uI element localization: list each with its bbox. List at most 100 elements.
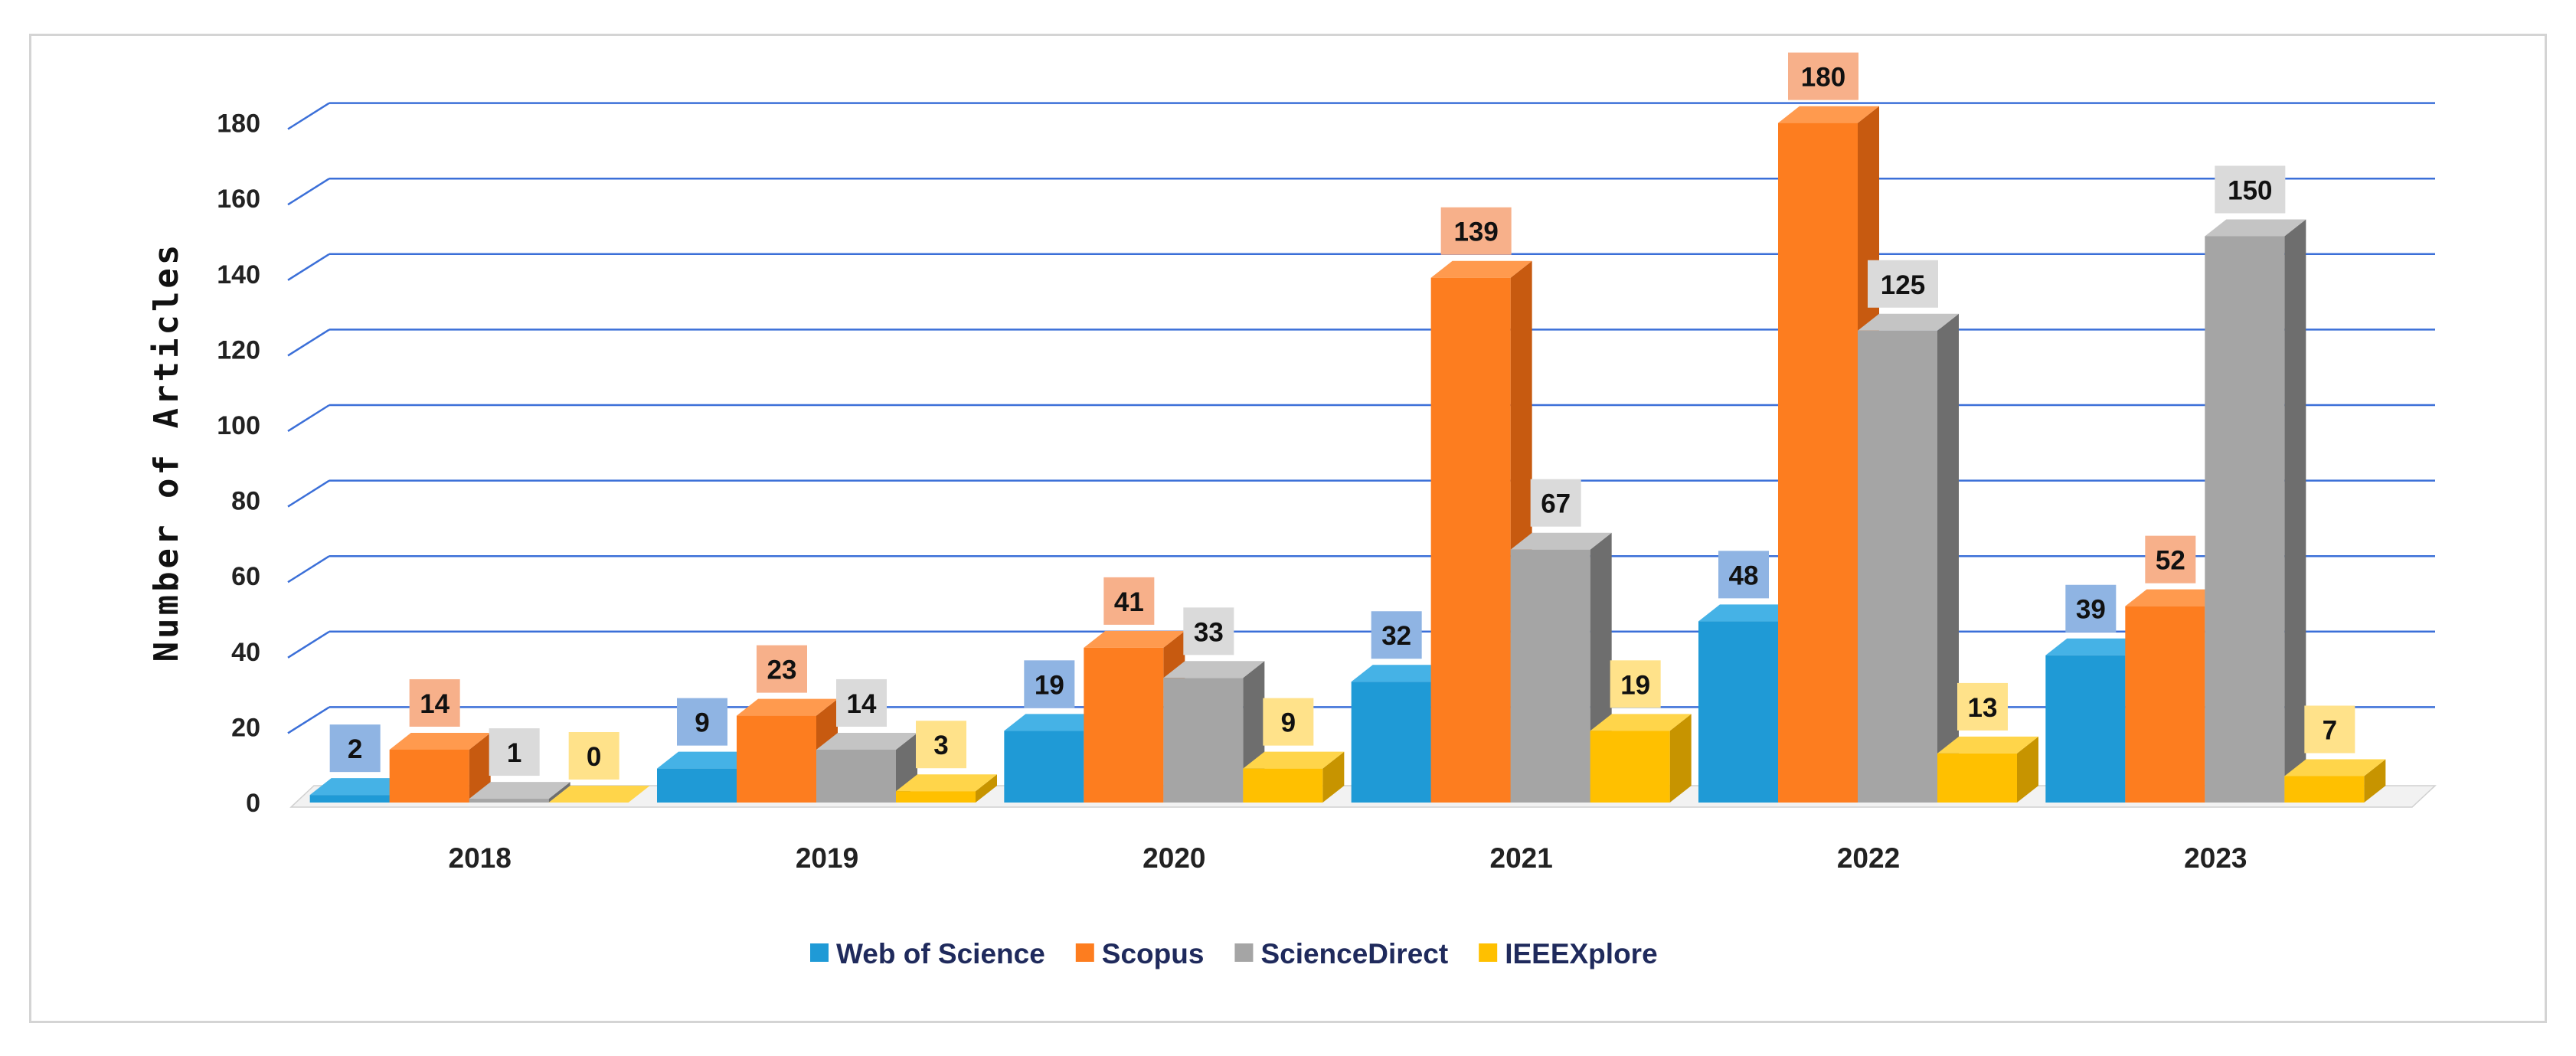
bar-group-2022 [1698, 106, 2038, 803]
bar-group-2019 [657, 698, 997, 803]
legend-item-scopus: Scopus [1075, 938, 1204, 969]
bar-top [309, 778, 411, 796]
legend-item-ieeexplore: IEEEXplore [1479, 938, 1658, 969]
y-tick-label: 40 [231, 638, 260, 667]
data-label-box [1183, 607, 1234, 656]
data-label-box [2304, 705, 2355, 754]
x-tick-label: 2022 [1837, 842, 1900, 874]
bar-scopus-2018 [389, 732, 491, 803]
bar-top [1937, 736, 2038, 754]
y-tick-label: 80 [231, 487, 260, 516]
x-tick-label: 2020 [1143, 842, 1205, 874]
x-tick-label: 2023 [2184, 842, 2247, 874]
data-label-sciencedirect-2019: 14 [836, 678, 887, 727]
legend: Web of Science Scopus ScienceDirect IEEEXpl… [810, 938, 1658, 969]
bar-front [1778, 123, 1858, 803]
data-label-sciencedirect-2020: 33 [1183, 607, 1234, 656]
y-tick-label: 120 [217, 335, 260, 365]
bar-front [389, 749, 469, 803]
bar-front [1937, 753, 2017, 803]
y-axis-label: Number of Articles [147, 242, 186, 662]
bar-web-of-science-2023 [2045, 638, 2147, 803]
legend-swatch [1075, 943, 1094, 962]
legend-label: ScienceDirect [1260, 938, 1448, 969]
data-label-ieeexplore-2023: 7 [2304, 705, 2355, 754]
bars [309, 106, 2386, 803]
data-label-sciencedirect-2022: 125 [1868, 260, 1938, 308]
bar-front [2284, 776, 2365, 803]
bar-ieeexplore-2023 [2284, 759, 2386, 803]
bar-group-2018 [309, 732, 650, 803]
legend-item-web-of-science: Web of Science [810, 938, 1045, 969]
bar-side [1937, 313, 1959, 803]
data-label-web-of-science-2019: 9 [677, 698, 727, 746]
bar-front [1858, 330, 1937, 803]
data-label-ieeexplore-2021: 19 [1610, 660, 1661, 708]
bar-side [2364, 759, 2386, 803]
data-label-box [916, 721, 966, 769]
bar-top [1243, 751, 1345, 769]
x-tick-label: 2019 [796, 842, 858, 874]
data-label-text: 3 [933, 731, 948, 760]
bar-sciencedirect-2020 [1163, 661, 1265, 803]
data-label-text: 14 [847, 689, 877, 719]
data-label-scopus-2023: 52 [2145, 535, 2196, 584]
gridline-slant [287, 479, 330, 508]
y-tick-label: 100 [217, 411, 260, 440]
data-label-text: 41 [1114, 587, 1144, 617]
data-label-text: 9 [1281, 708, 1296, 738]
data-label-box [489, 728, 540, 776]
data-label-box [409, 678, 460, 727]
data-label-text: 19 [1035, 670, 1064, 700]
bar-side [2017, 736, 2038, 803]
data-label-box [757, 645, 807, 693]
data-label-text: 13 [1968, 693, 1998, 723]
bar-front [737, 715, 816, 803]
bar-top [469, 782, 570, 799]
bar-top [657, 751, 758, 769]
bar-group-2021 [1351, 260, 1692, 803]
data-label-text: 150 [2228, 176, 2272, 206]
data-label-scopus-2022: 180 [1788, 52, 1858, 100]
x-axis-ticks: 2018 2019 2020 2021 2022 2023 [449, 842, 2247, 874]
data-label-text: 1 [507, 738, 521, 768]
bar-group-2020 [1004, 630, 1345, 803]
gridline-slant [287, 555, 330, 584]
bar-front [309, 795, 390, 803]
bar-top [816, 732, 917, 750]
bar-top [1510, 532, 1612, 550]
data-label-ieeexplore-2020: 9 [1263, 698, 1314, 746]
bar-front [1698, 621, 1778, 803]
bar-front [469, 799, 549, 803]
bar-front [1590, 731, 1670, 803]
data-label-text: 19 [1620, 670, 1650, 700]
bar-front [1084, 647, 1164, 803]
bar-top [2284, 759, 2386, 776]
data-label-scopus-2021: 139 [1440, 207, 1512, 255]
data-label-box [1610, 660, 1661, 708]
data-label-text: 0 [587, 742, 601, 772]
data-label-text: 23 [767, 656, 797, 685]
bar-front [2125, 606, 2205, 803]
data-label-sciencedirect-2018: 1 [489, 728, 540, 776]
chart-frame [29, 34, 2547, 1023]
bar-sciencedirect-2022 [1858, 313, 1959, 803]
y-tick-label: 0 [246, 789, 260, 818]
bar-top [2045, 638, 2147, 656]
bar-top [1163, 661, 1265, 678]
bar-front [896, 791, 976, 803]
data-label-text: 52 [2156, 546, 2185, 576]
bar-top [389, 732, 491, 750]
data-label-ieeexplore-2019: 3 [916, 721, 966, 769]
bar-sciencedirect-2018 [469, 782, 570, 803]
data-label-box [568, 732, 619, 780]
bar-top [1084, 630, 1185, 648]
y-tick-label: 160 [217, 185, 260, 214]
data-label-text: 7 [2323, 715, 2337, 745]
legend-swatch [1479, 943, 1498, 962]
bar-side [1322, 751, 1345, 803]
bar-ieeexplore-2019 [896, 774, 997, 803]
bar-ieeexplore-2018 [548, 786, 650, 803]
bar-top [1590, 714, 1692, 731]
data-label-box [1718, 551, 1769, 599]
